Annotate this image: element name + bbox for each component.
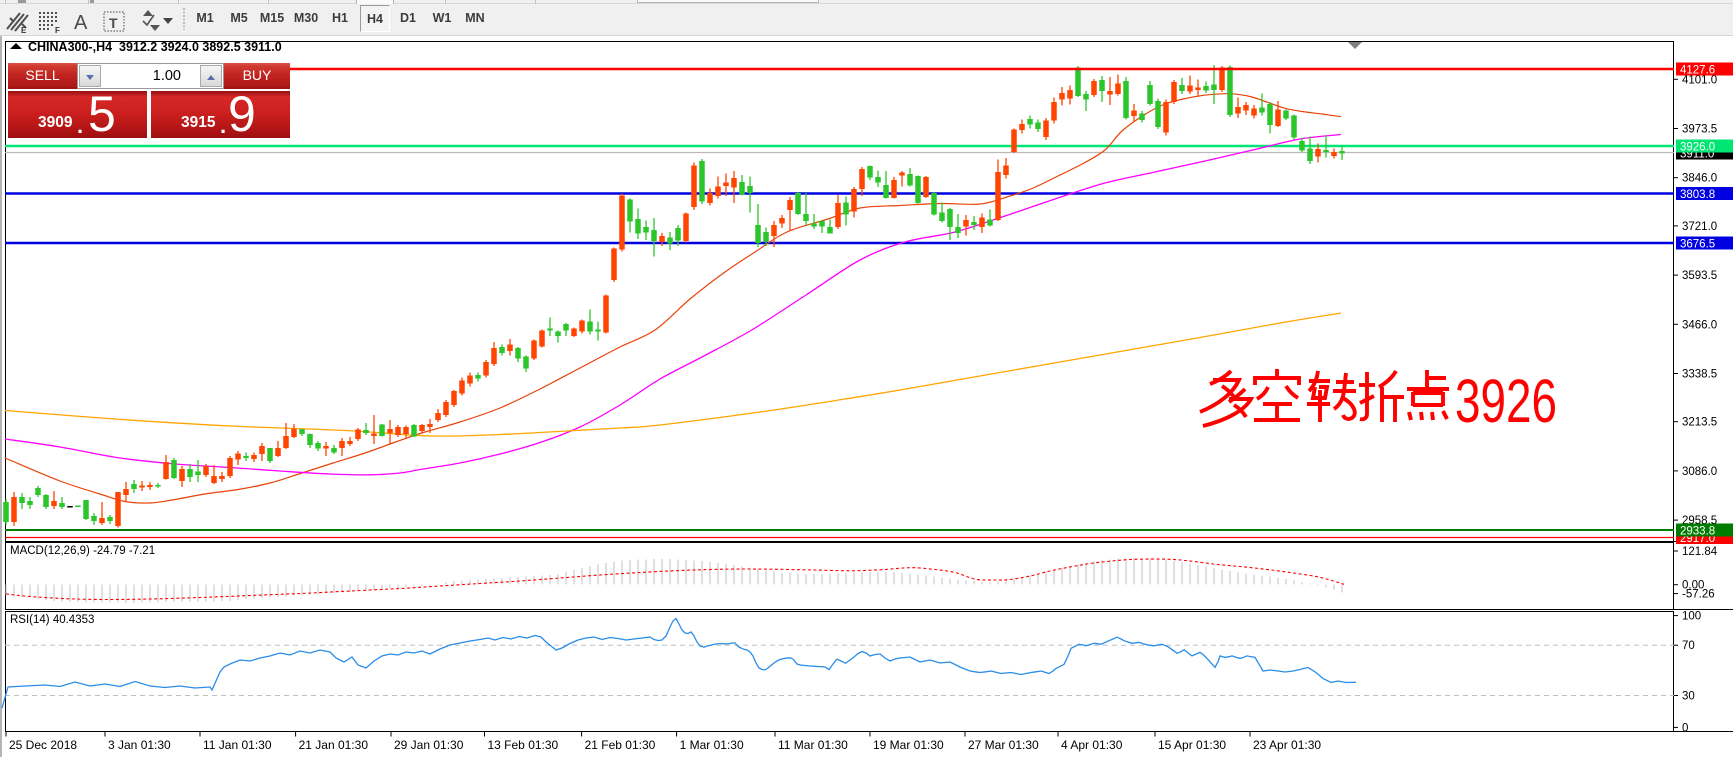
svg-text:3803.8: 3803.8 xyxy=(1680,189,1715,201)
svg-text:11 Jan 01:30: 11 Jan 01:30 xyxy=(203,738,272,752)
svg-text:3973.5: 3973.5 xyxy=(1682,124,1717,136)
svg-text:F: F xyxy=(55,26,60,35)
svg-text:100: 100 xyxy=(1682,611,1701,623)
svg-text:3 Jan 01:30: 3 Jan 01:30 xyxy=(108,738,171,752)
svg-text:25 Dec 2018: 25 Dec 2018 xyxy=(9,738,77,752)
svg-text:27 Mar 01:30: 27 Mar 01:30 xyxy=(968,738,1039,752)
svg-text:13 Feb 01:30: 13 Feb 01:30 xyxy=(488,738,559,752)
svg-text:A: A xyxy=(74,12,88,34)
svg-text:4127.6: 4127.6 xyxy=(1680,65,1715,77)
svg-text:0.00: 0.00 xyxy=(1682,580,1704,592)
svg-text:0: 0 xyxy=(1682,722,1688,734)
svg-text:30: 30 xyxy=(1682,691,1695,703)
svg-text:3846.0: 3846.0 xyxy=(1682,173,1717,185)
svg-text:3676.5: 3676.5 xyxy=(1680,239,1715,251)
svg-text:70: 70 xyxy=(1682,640,1695,652)
svg-text:15 Apr 01:30: 15 Apr 01:30 xyxy=(1158,738,1226,752)
svg-text:T: T xyxy=(109,15,118,31)
svg-text:11 Mar 01:30: 11 Mar 01:30 xyxy=(778,738,848,752)
svg-text:4101.0: 4101.0 xyxy=(1682,74,1717,86)
svg-text:RSI(14) 40.4353: RSI(14) 40.4353 xyxy=(10,614,94,626)
svg-text:3213.5: 3213.5 xyxy=(1682,417,1717,429)
svg-text:29 Jan 01:30: 29 Jan 01:30 xyxy=(394,738,464,752)
svg-text:-57.26: -57.26 xyxy=(1682,589,1715,601)
svg-text:3721.0: 3721.0 xyxy=(1682,221,1717,233)
svg-text:3338.5: 3338.5 xyxy=(1682,369,1717,381)
svg-text:3926.0: 3926.0 xyxy=(1680,142,1715,154)
svg-text:21 Feb 01:30: 21 Feb 01:30 xyxy=(585,738,656,752)
svg-text:E: E xyxy=(21,26,27,35)
svg-text:3593.5: 3593.5 xyxy=(1682,270,1717,282)
svg-text:CHINA300-,H4 3912.2 3924.0 38: CHINA300-,H4 3912.2 3924.0 3892.5 3911.0 xyxy=(28,40,282,54)
svg-text:21 Jan 01:30: 21 Jan 01:30 xyxy=(299,738,369,752)
svg-text:19 Mar 01:30: 19 Mar 01:30 xyxy=(873,738,944,752)
svg-text:3086.0: 3086.0 xyxy=(1682,466,1717,478)
svg-text:3926: 3926 xyxy=(1455,367,1557,435)
svg-text:4 Apr 01:30: 4 Apr 01:30 xyxy=(1061,738,1123,752)
svg-text:MACD(12,26,9) -24.79 -7.21: MACD(12,26,9) -24.79 -7.21 xyxy=(10,545,155,557)
svg-text:23 Apr 01:30: 23 Apr 01:30 xyxy=(1253,738,1321,752)
svg-text:3466.0: 3466.0 xyxy=(1682,319,1717,331)
svg-text:1 Mar 01:30: 1 Mar 01:30 xyxy=(680,738,744,752)
svg-text:121.84: 121.84 xyxy=(1682,546,1718,558)
svg-text:2933.8: 2933.8 xyxy=(1680,526,1715,538)
